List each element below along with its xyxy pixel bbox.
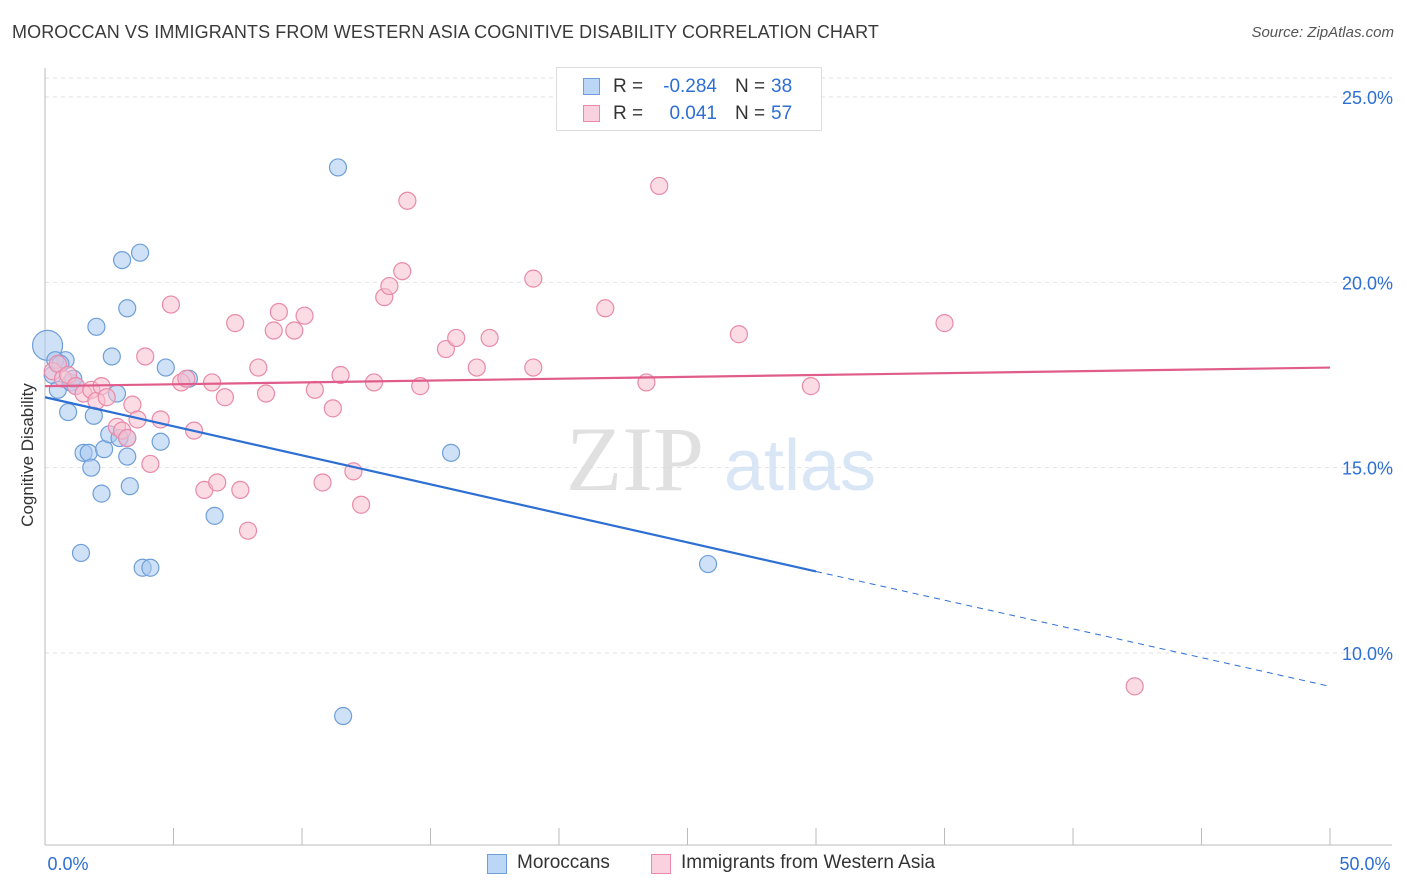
western-asia-point bbox=[161, 295, 181, 314]
bottom-legend-swatch bbox=[487, 854, 507, 874]
moroccans-point bbox=[112, 250, 132, 270]
western-asia-point bbox=[97, 388, 116, 407]
legend-n-label: N = bbox=[735, 103, 766, 124]
western-asia-point bbox=[295, 306, 314, 325]
western-asia-point bbox=[331, 365, 350, 385]
western-asia-point bbox=[650, 176, 669, 196]
legend-r-value: -0.284 bbox=[663, 76, 717, 97]
watermark-atlas: atlas bbox=[724, 426, 876, 506]
legend-n-value: 57 bbox=[771, 103, 793, 124]
y-tick-label: 15.0% bbox=[1342, 459, 1393, 479]
moroccans-point bbox=[79, 443, 98, 462]
western-asia-point bbox=[467, 358, 486, 377]
legend-r-value: 0.041 bbox=[669, 103, 717, 124]
moroccans-trend-extension bbox=[815, 570, 1331, 687]
correlation-legend: R = -0.284 N = 38 R = 0.041 N = 57 bbox=[556, 67, 822, 131]
moroccans-point bbox=[698, 554, 718, 574]
western-asia-point bbox=[352, 495, 371, 514]
source-credit: Source: ZipAtlas.com bbox=[1251, 24, 1394, 41]
western-asia-point bbox=[141, 454, 160, 474]
western-asia-point bbox=[729, 325, 749, 344]
western-asia-point bbox=[136, 347, 155, 366]
western-asia-point bbox=[480, 328, 499, 348]
y-tick-label: 20.0% bbox=[1342, 273, 1393, 293]
western-asia-point bbox=[380, 276, 399, 296]
moroccans-point bbox=[334, 706, 353, 726]
legend-swatch-western-asia bbox=[583, 105, 600, 122]
moroccans-point bbox=[71, 543, 91, 563]
moroccans-point bbox=[92, 484, 111, 503]
legend-row-western-asia: R = 0.041 N = 57 bbox=[557, 101, 821, 127]
bottom-legend-label: Immigrants from Western Asia bbox=[681, 852, 936, 873]
moroccans-trend-line bbox=[44, 396, 817, 573]
moroccans-point bbox=[130, 243, 150, 262]
western-asia-point bbox=[238, 521, 258, 540]
western-asia-point bbox=[436, 339, 456, 359]
moroccans-point bbox=[141, 558, 160, 577]
y-tick-label: 25.0% bbox=[1342, 88, 1393, 108]
moroccans-point bbox=[82, 458, 101, 477]
moroccans-point bbox=[87, 317, 106, 336]
legend-n-label: N = bbox=[735, 76, 766, 97]
western-asia-point bbox=[202, 373, 222, 392]
western-asia-point bbox=[398, 191, 417, 210]
western-asia-point bbox=[313, 473, 332, 492]
moroccans-point bbox=[156, 358, 175, 377]
moroccans-point bbox=[120, 477, 139, 496]
western-asia-trend-line bbox=[44, 366, 1331, 388]
western-asia-point bbox=[226, 314, 245, 333]
bottom-legend-label: Moroccans bbox=[517, 852, 610, 873]
legend-r-label: R = bbox=[613, 103, 644, 124]
x-tick-label: 50.0% bbox=[1339, 854, 1390, 874]
western-asia-point bbox=[305, 380, 324, 399]
western-asia-point bbox=[269, 302, 288, 322]
chart-title: MOROCCAN VS IMMIGRANTS FROM WESTERN ASIA… bbox=[12, 22, 880, 42]
moroccans-point bbox=[118, 299, 137, 318]
western-asia-point bbox=[264, 321, 283, 340]
western-asia-point bbox=[524, 358, 543, 377]
moroccans-point bbox=[151, 432, 170, 451]
western-asia-point bbox=[1125, 677, 1144, 696]
western-asia-point bbox=[285, 321, 304, 340]
moroccans-point bbox=[441, 443, 461, 462]
legend-r-label: R = bbox=[613, 76, 644, 97]
moroccans-point bbox=[59, 402, 78, 422]
y-tick-label: 10.0% bbox=[1342, 644, 1393, 664]
western-asia-point bbox=[935, 314, 954, 333]
western-asia-point bbox=[118, 428, 137, 448]
moroccans-point bbox=[328, 158, 348, 177]
western-asia-point bbox=[393, 262, 412, 281]
western-asia-point bbox=[524, 269, 543, 288]
western-asia-point bbox=[215, 388, 234, 407]
moroccans-point bbox=[118, 447, 137, 466]
western-asia-point bbox=[231, 480, 250, 500]
western-asia-point bbox=[596, 299, 615, 318]
bottom-legend-swatch bbox=[651, 854, 671, 874]
moroccans-point bbox=[205, 506, 224, 525]
x-tick-label: 0.0% bbox=[47, 854, 88, 874]
legend-row-moroccans: R = -0.284 N = 38 bbox=[557, 74, 821, 100]
legend-n-value: 38 bbox=[771, 76, 793, 97]
western-asia-point bbox=[249, 358, 268, 377]
western-asia-point bbox=[256, 384, 276, 403]
western-asia-point bbox=[447, 328, 466, 348]
legend-swatch-moroccans bbox=[583, 78, 600, 95]
western-asia-point bbox=[323, 399, 342, 418]
moroccans-point bbox=[102, 347, 121, 366]
western-asia-point bbox=[801, 377, 820, 396]
western-asia-point bbox=[208, 473, 227, 492]
western-asia-point bbox=[411, 377, 430, 396]
watermark-zip: ZIP bbox=[566, 408, 704, 510]
